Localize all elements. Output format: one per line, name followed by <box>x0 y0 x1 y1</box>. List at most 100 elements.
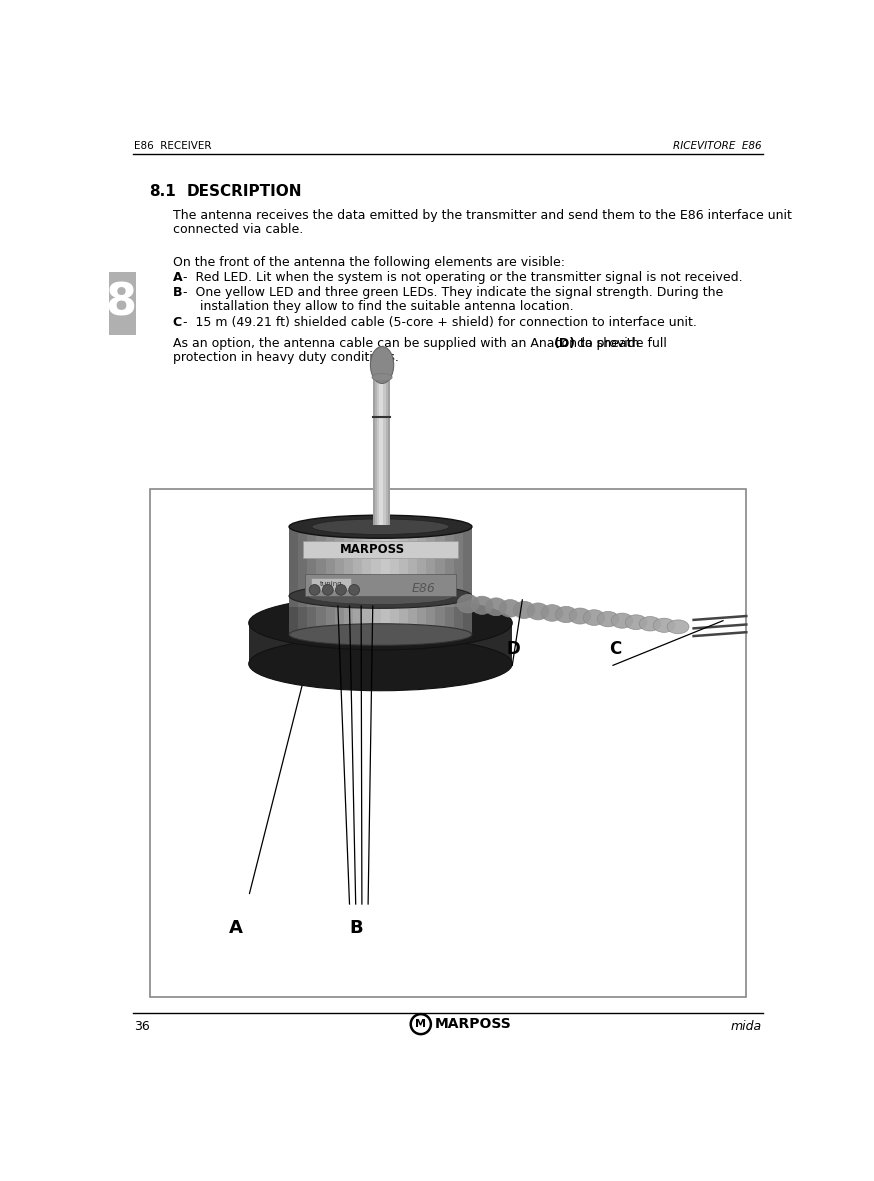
Text: MARPOSS: MARPOSS <box>434 1017 511 1031</box>
Text: RICEVITORE  E86: RICEVITORE E86 <box>673 141 762 151</box>
Ellipse shape <box>583 609 605 626</box>
Bar <box>335 596 344 634</box>
Bar <box>303 541 458 557</box>
Bar <box>463 527 472 607</box>
Bar <box>463 596 472 634</box>
Bar <box>289 596 298 634</box>
Ellipse shape <box>457 594 479 613</box>
Bar <box>427 527 435 607</box>
Text: tuning: tuning <box>320 581 343 587</box>
Ellipse shape <box>541 605 563 621</box>
Text: to provide full: to provide full <box>576 338 667 351</box>
Text: As an option, the antenna cable can be supplied with an Anaconda sheath: As an option, the antenna cable can be s… <box>173 338 643 351</box>
Text: 8: 8 <box>106 282 136 325</box>
Text: -  Red LED. Lit when the system is not operating or the transmitter signal is no: - Red LED. Lit when the system is not op… <box>183 272 743 285</box>
Bar <box>435 596 445 634</box>
Bar <box>399 596 408 634</box>
Text: E86  RECEIVER: E86 RECEIVER <box>134 141 212 151</box>
Text: MARPOSS: MARPOSS <box>340 542 406 555</box>
Text: A: A <box>173 272 183 285</box>
Ellipse shape <box>289 624 472 645</box>
Text: B: B <box>173 287 183 300</box>
Text: D: D <box>506 640 520 658</box>
Ellipse shape <box>308 588 454 605</box>
Ellipse shape <box>485 598 507 615</box>
Bar <box>408 527 417 607</box>
Bar <box>427 596 435 634</box>
Ellipse shape <box>289 583 472 608</box>
Ellipse shape <box>371 346 393 384</box>
Bar <box>362 527 371 607</box>
Circle shape <box>349 585 359 595</box>
Bar <box>380 596 390 634</box>
Bar <box>316 527 326 607</box>
Bar <box>375 379 377 526</box>
Text: On the front of the antenna the following elements are visible:: On the front of the antenna the followin… <box>173 255 565 269</box>
Text: A: A <box>229 920 243 938</box>
Bar <box>454 596 463 634</box>
Bar <box>344 596 353 634</box>
Text: mida: mida <box>731 1020 762 1033</box>
Ellipse shape <box>569 608 591 624</box>
Bar <box>399 527 408 607</box>
Bar <box>149 489 746 997</box>
Bar <box>372 379 375 526</box>
Bar <box>308 596 316 634</box>
Text: C: C <box>609 640 621 658</box>
Text: 36: 36 <box>134 1020 149 1033</box>
Bar <box>316 596 326 634</box>
Text: -  One yellow LED and three green LEDs. They indicate the signal strength. Durin: - One yellow LED and three green LEDs. T… <box>183 287 723 300</box>
Bar <box>106 272 135 335</box>
Bar <box>417 527 427 607</box>
Circle shape <box>336 585 346 595</box>
Bar <box>384 379 385 526</box>
Text: 8.1: 8.1 <box>149 184 177 200</box>
Ellipse shape <box>249 596 512 650</box>
Text: connected via cable.: connected via cable. <box>173 223 303 236</box>
Bar <box>311 578 351 589</box>
Ellipse shape <box>667 620 689 634</box>
Ellipse shape <box>611 613 633 628</box>
Bar <box>408 596 417 634</box>
Bar <box>353 596 362 634</box>
Circle shape <box>411 1014 431 1035</box>
Ellipse shape <box>499 600 521 618</box>
Bar <box>380 527 390 607</box>
Ellipse shape <box>639 616 661 631</box>
Text: C: C <box>173 315 182 328</box>
Bar <box>454 527 463 607</box>
Text: installation they allow to find the suitable antenna location.: installation they allow to find the suit… <box>200 300 573 313</box>
Bar <box>298 596 308 634</box>
Bar <box>326 527 335 607</box>
Text: M: M <box>415 1019 427 1029</box>
Bar <box>371 596 380 634</box>
Ellipse shape <box>312 518 449 535</box>
Ellipse shape <box>372 373 392 381</box>
Bar <box>381 379 384 526</box>
Bar <box>388 379 390 526</box>
Bar <box>385 379 388 526</box>
Bar <box>308 527 316 607</box>
Bar <box>417 596 427 634</box>
Bar <box>304 574 455 596</box>
Bar <box>379 379 381 526</box>
Ellipse shape <box>471 596 493 614</box>
Bar <box>249 622 512 664</box>
Circle shape <box>323 585 333 595</box>
Bar <box>445 596 454 634</box>
Ellipse shape <box>527 603 549 620</box>
Bar <box>298 527 308 607</box>
Ellipse shape <box>513 601 535 619</box>
Bar <box>377 379 379 526</box>
Bar <box>344 527 353 607</box>
Bar <box>371 527 380 607</box>
Bar <box>362 596 371 634</box>
Ellipse shape <box>597 612 619 627</box>
Bar <box>435 527 445 607</box>
Text: The antenna receives the data emitted by the transmitter and send them to the E8: The antenna receives the data emitted by… <box>173 209 792 222</box>
Bar <box>289 527 298 607</box>
Ellipse shape <box>555 606 577 622</box>
Text: DESCRIPTION: DESCRIPTION <box>187 184 302 200</box>
Bar <box>390 527 399 607</box>
Bar <box>326 596 335 634</box>
